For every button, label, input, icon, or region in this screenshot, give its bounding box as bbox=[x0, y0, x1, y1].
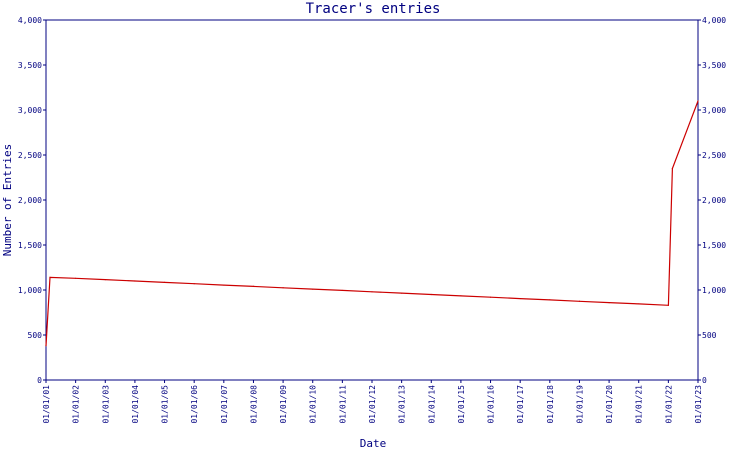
data-point bbox=[671, 167, 673, 170]
plot-frame bbox=[45, 19, 699, 381]
y-tick-label-left: 2,000 bbox=[18, 196, 42, 205]
x-tick-label: 01/01/13 bbox=[398, 385, 407, 424]
y-tick-label-left: 2,500 bbox=[18, 151, 42, 160]
x-tick-label: 01/01/23 bbox=[694, 385, 703, 424]
x-tick-label: 01/01/07 bbox=[220, 385, 229, 424]
y-tick-label-right: 1,000 bbox=[702, 286, 726, 295]
y-tick-label-right: 3,000 bbox=[702, 106, 726, 115]
y-tick-label-right: 0 bbox=[702, 376, 707, 385]
x-tick-label: 01/01/04 bbox=[131, 385, 140, 424]
data-point bbox=[460, 295, 462, 297]
data-point bbox=[134, 280, 136, 282]
data-point bbox=[45, 345, 47, 347]
data-point bbox=[489, 296, 492, 298]
y-axis-label: Number of Entries bbox=[1, 144, 14, 257]
data-point bbox=[193, 283, 195, 285]
series-line bbox=[45, 100, 699, 346]
series-layer bbox=[45, 100, 699, 347]
x-tick-label: 01/01/06 bbox=[190, 385, 199, 424]
y-tick-label-left: 3,500 bbox=[18, 61, 42, 70]
x-tick-label: 01/01/02 bbox=[72, 385, 81, 424]
x-tick-label: 01/01/16 bbox=[487, 385, 496, 424]
x-tick-label: 01/01/10 bbox=[309, 385, 318, 424]
x-tick-label: 01/01/01 bbox=[42, 385, 51, 424]
y-tick-label-left: 3,000 bbox=[18, 106, 42, 115]
x-tick-label: 01/01/18 bbox=[546, 385, 555, 424]
ticks-layer: 0 0 500 500 1,000 1,000 1,500 1,500 2,000 2,000 2,… bbox=[18, 16, 726, 424]
data-point bbox=[697, 100, 699, 102]
data-point bbox=[430, 293, 432, 296]
y-tick-label-left: 4,000 bbox=[18, 16, 42, 25]
x-tick-label: 01/01/21 bbox=[635, 385, 644, 424]
x-axis-label: Date bbox=[360, 437, 387, 450]
y-tick-label-left: 500 bbox=[28, 331, 43, 340]
data-point bbox=[638, 303, 640, 305]
x-tick-label: 01/01/11 bbox=[338, 385, 347, 424]
chart-title: Tracer's entries bbox=[306, 1, 441, 17]
x-tick-label: 01/01/05 bbox=[161, 385, 170, 424]
y-tick-label-left: 1,000 bbox=[18, 286, 42, 295]
y-tick-label-right: 2,000 bbox=[702, 196, 726, 205]
y-tick-label-right: 3,500 bbox=[702, 61, 726, 70]
y-tick-label-right: 4,000 bbox=[702, 16, 726, 25]
y-tick-label-right: 2,500 bbox=[702, 151, 726, 160]
y-tick-label-left: 1,500 bbox=[18, 241, 42, 250]
data-point bbox=[75, 277, 77, 279]
x-tick-label: 01/01/03 bbox=[101, 385, 110, 424]
x-tick-label: 01/01/22 bbox=[664, 385, 673, 424]
x-tick-label: 01/01/12 bbox=[368, 385, 377, 424]
y-tick-label-right: 1,500 bbox=[702, 241, 726, 250]
data-point bbox=[371, 291, 373, 293]
data-point bbox=[312, 288, 314, 290]
y-tick-label-right: 500 bbox=[702, 331, 717, 340]
x-tick-label: 01/01/14 bbox=[427, 385, 436, 424]
data-point bbox=[49, 276, 51, 278]
x-tick-label: 01/01/19 bbox=[575, 385, 584, 424]
data-point bbox=[608, 302, 610, 304]
x-tick-label: 01/01/09 bbox=[279, 385, 288, 424]
x-tick-label: 01/01/20 bbox=[605, 385, 614, 424]
data-point bbox=[163, 281, 166, 283]
data-point bbox=[519, 297, 521, 300]
x-tick-label: 01/01/17 bbox=[516, 385, 525, 424]
data-point bbox=[223, 284, 225, 286]
data-point bbox=[667, 304, 669, 306]
data-point bbox=[252, 285, 255, 287]
data-point bbox=[282, 287, 284, 289]
data-point bbox=[341, 289, 343, 292]
data-point bbox=[549, 299, 551, 301]
y-tick-label-left: 0 bbox=[37, 376, 42, 385]
data-point bbox=[401, 292, 403, 294]
x-tick-label: 01/01/08 bbox=[249, 385, 258, 424]
x-tick-label: 01/01/15 bbox=[457, 385, 466, 424]
data-point bbox=[104, 279, 106, 281]
data-point bbox=[578, 300, 581, 302]
